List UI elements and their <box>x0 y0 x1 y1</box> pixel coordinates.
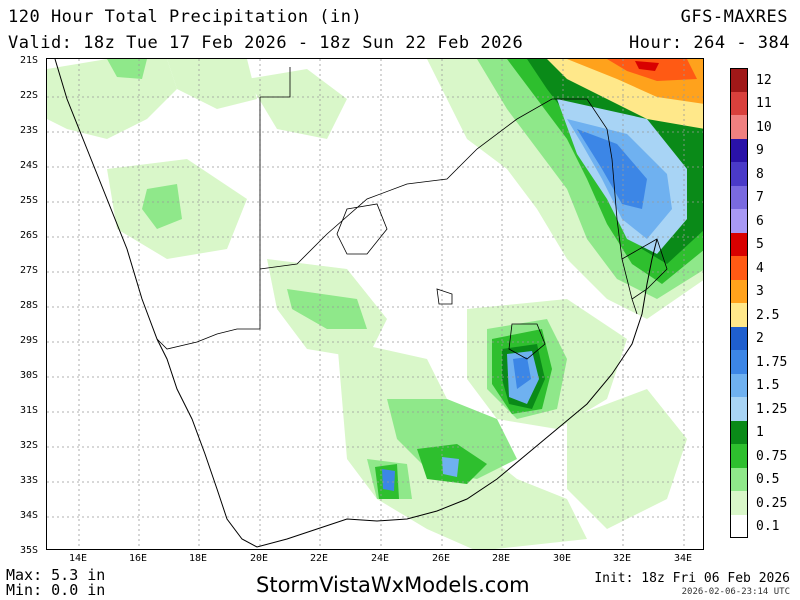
lon-label: 16E <box>128 553 148 564</box>
valid-period: Valid: 18z Tue 17 Feb 2026 - 18z Sun 22 … <box>8 33 524 53</box>
color-legend <box>730 68 748 538</box>
lat-label: 21S <box>19 55 38 66</box>
model-name: GFS-MAXRES <box>680 7 788 27</box>
legend-label: 5 <box>756 237 764 253</box>
legend-label: 3 <box>756 284 764 300</box>
precip-shading <box>47 59 703 549</box>
legend-label: 7 <box>756 190 764 206</box>
lat-label: 29S <box>19 335 38 346</box>
site-url: StormVistaWxModels.com <box>256 573 530 597</box>
init-time: Init: 18z Fri 06 Feb 2026 <box>594 571 790 586</box>
legend-label: 10 <box>756 119 772 135</box>
coastline <box>54 59 658 548</box>
precip-area-light <box>247 69 347 139</box>
timestamp: 2026-02-06-23:14 UTC <box>681 587 790 597</box>
lat-label: 31S <box>19 405 38 416</box>
legend-swatch <box>730 397 748 421</box>
lat-label: 23S <box>19 125 38 136</box>
legend-label: 2 <box>756 331 764 347</box>
legend-label: 11 <box>756 96 772 112</box>
legend-label: 0.25 <box>756 495 788 511</box>
min-value: Min: 0.0 in <box>6 581 106 599</box>
lat-label: 30S <box>19 370 38 381</box>
legend-label: 1.75 <box>756 354 788 370</box>
lon-label: 24E <box>370 553 390 564</box>
legend-label: 1 <box>756 425 764 441</box>
lat-label: 28S <box>19 300 38 311</box>
legend-swatch <box>730 491 748 515</box>
legend-swatch <box>730 467 748 491</box>
precipitation-map <box>46 58 704 550</box>
legend-swatch <box>730 68 748 92</box>
lat-label: 35S <box>19 545 38 556</box>
forecast-hours: Hour: 264 - 384 <box>628 33 790 53</box>
legend-label: 0.75 <box>756 448 788 464</box>
legend-swatch <box>730 373 748 397</box>
map-canvas <box>47 59 703 549</box>
legend-label: 4 <box>756 260 764 276</box>
lon-label: 18E <box>188 553 208 564</box>
lon-label: 32E <box>612 553 632 564</box>
legend-swatch <box>730 185 748 209</box>
lat-label: 24S <box>19 160 38 171</box>
lat-label: 32S <box>19 440 38 451</box>
precip-area-blue <box>577 129 647 209</box>
legend-swatch <box>730 303 748 327</box>
legend-swatch <box>730 326 748 350</box>
legend-swatch <box>730 350 748 374</box>
map-title: 120 Hour Total Precipitation (in) <box>8 7 363 27</box>
legend-swatch <box>730 514 748 538</box>
legend-swatch <box>730 115 748 139</box>
lon-label: 22E <box>309 553 329 564</box>
precip-area-light <box>167 59 257 109</box>
lon-label: 30E <box>552 553 572 564</box>
precip-area-light <box>47 59 177 139</box>
legend-label: 6 <box>756 213 764 229</box>
legend-label: 8 <box>756 166 764 182</box>
max-value: Max: 5.3 in <box>6 566 106 584</box>
legend-label: 12 <box>756 72 772 88</box>
legend-swatch <box>730 256 748 280</box>
precip-area-medium <box>287 289 367 329</box>
legend-label: 0.1 <box>756 519 780 535</box>
legend-swatch <box>730 138 748 162</box>
legend-swatch <box>730 279 748 303</box>
legend-label: 9 <box>756 143 764 159</box>
lat-label: 26S <box>19 230 38 241</box>
legend-swatch <box>730 444 748 468</box>
legend-swatch <box>730 209 748 233</box>
lon-label: 20E <box>249 553 269 564</box>
lat-label: 22S <box>19 90 38 101</box>
precip-area-blue <box>382 469 395 491</box>
lon-label: 28E <box>491 553 511 564</box>
lon-label: 26E <box>431 553 451 564</box>
legend-label: 1.5 <box>756 378 780 394</box>
precip-area-blue <box>513 357 531 389</box>
lat-label: 33S <box>19 475 38 486</box>
precip-area-medium <box>387 399 517 479</box>
lon-label: 14E <box>68 553 88 564</box>
legend-label: 1.25 <box>756 401 788 417</box>
lat-label: 27S <box>19 265 38 276</box>
border-line <box>156 67 668 360</box>
legend-swatch <box>730 162 748 186</box>
precip-area-light <box>567 389 687 529</box>
lon-label: 34E <box>673 553 693 564</box>
legend-label: 2.5 <box>756 307 780 323</box>
legend-swatch <box>730 420 748 444</box>
precip-area-medium <box>107 59 147 79</box>
legend-label: 0.5 <box>756 472 780 488</box>
lat-label: 34S <box>19 510 38 521</box>
precip-area-darkred <box>635 61 659 71</box>
legend-swatch <box>730 232 748 256</box>
lat-label: 25S <box>19 195 38 206</box>
precip-area-blue <box>442 457 459 477</box>
precip-area-medium <box>142 184 182 229</box>
legend-swatch <box>730 91 748 115</box>
